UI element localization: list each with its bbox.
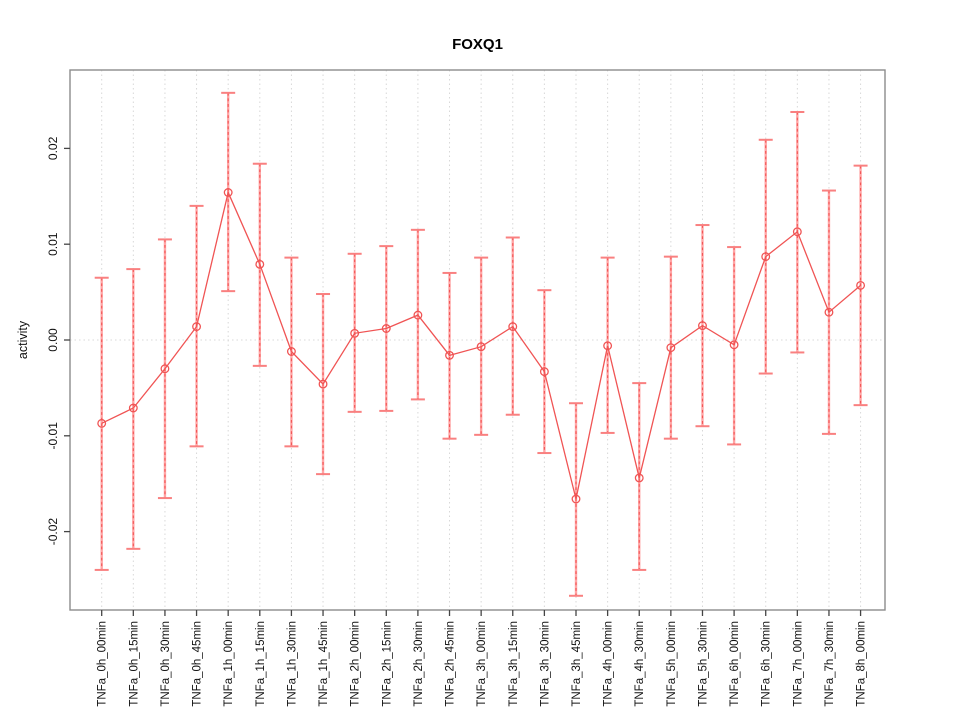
data-point-marker bbox=[792, 227, 802, 237]
x-tick-label: TNFa_2h_00min bbox=[350, 621, 362, 707]
x-tick-label: TNFa_4h_30min bbox=[634, 621, 646, 707]
x-tick-label: TNFa_8h_00min bbox=[856, 621, 868, 707]
data-point-marker bbox=[761, 252, 771, 262]
data-point-marker bbox=[318, 379, 328, 389]
data-point-marker bbox=[350, 328, 360, 338]
x-tick-label: TNFa_0h_45min bbox=[192, 621, 204, 707]
x-tick-label: TNFa_6h_00min bbox=[729, 621, 741, 707]
data-point-marker bbox=[824, 307, 834, 317]
chart-title: FOXQ1 bbox=[452, 36, 503, 53]
y-tick-label: -0.01 bbox=[46, 422, 60, 450]
data-point-marker bbox=[192, 322, 202, 332]
data-point-marker bbox=[160, 364, 170, 374]
x-tick-label: TNFa_2h_30min bbox=[413, 621, 425, 707]
data-point-marker bbox=[223, 188, 233, 197]
x-tick-label: TNFa_3h_45min bbox=[571, 621, 583, 707]
x-tick-label: TNFa_6h_30min bbox=[761, 621, 773, 707]
data-point-marker bbox=[539, 367, 549, 377]
data-point-marker bbox=[286, 347, 296, 356]
x-tick-label: TNFa_0h_15min bbox=[128, 621, 140, 707]
data-point-marker bbox=[508, 322, 518, 332]
x-tick-label: TNFa_2h_45min bbox=[445, 621, 457, 707]
data-point-marker bbox=[666, 343, 676, 353]
x-tick-label: TNFa_1h_30min bbox=[286, 621, 298, 707]
x-tick-label: TNFa_3h_30min bbox=[539, 621, 551, 707]
y-axis-label: activity bbox=[16, 320, 30, 359]
series-line-group bbox=[101, 190, 862, 500]
x-tick-label: TNFa_0h_00min bbox=[97, 621, 109, 707]
gridlines-group bbox=[70, 70, 885, 610]
x-tick-label: TNFa_1h_15min bbox=[255, 621, 267, 707]
series-line bbox=[101, 190, 862, 500]
y-tick-label: 0.00 bbox=[46, 328, 60, 352]
x-tick-label: TNFa_0h_30min bbox=[160, 621, 172, 707]
markers-group bbox=[97, 188, 866, 504]
x-tick-label: TNFa_1h_00min bbox=[223, 621, 235, 707]
x-tick-label: TNFa_2h_15min bbox=[381, 621, 393, 707]
y-tick-label: -0.02 bbox=[46, 518, 60, 546]
y-tick-label: 0.01 bbox=[46, 232, 60, 256]
data-point-marker bbox=[128, 403, 138, 413]
x-tick-label: TNFa_4h_00min bbox=[603, 621, 615, 707]
y-tick-label: 0.02 bbox=[46, 136, 60, 160]
x-tick-label: TNFa_1h_45min bbox=[318, 621, 330, 707]
data-point-marker bbox=[729, 340, 739, 350]
data-point-marker bbox=[413, 310, 423, 320]
data-point-marker bbox=[255, 259, 265, 269]
data-point-marker bbox=[634, 473, 644, 483]
data-point-marker bbox=[476, 342, 486, 352]
data-point-marker bbox=[603, 341, 613, 351]
data-point-marker bbox=[856, 280, 866, 290]
data-point-marker bbox=[445, 350, 454, 360]
data-point-marker bbox=[97, 418, 107, 428]
x-tick-label: TNFa_5h_30min bbox=[697, 621, 709, 707]
axes-group: 0.02 0.01 0.00 -0.01 -0.02 TNFa_0h_00min TNFa_… bbox=[46, 69, 886, 707]
x-tick-label: TNFa_5h_00min bbox=[666, 621, 678, 707]
x-tick-label: TNFa_3h_15min bbox=[508, 621, 520, 707]
data-point-marker bbox=[381, 324, 391, 333]
x-tick-label: TNFa_7h_00min bbox=[792, 621, 804, 707]
x-tick-label: TNFa_3h_00min bbox=[476, 621, 488, 707]
data-point-marker bbox=[571, 494, 581, 504]
x-tick-label: TNFa_7h_30min bbox=[824, 621, 836, 707]
data-point-marker bbox=[698, 321, 707, 331]
